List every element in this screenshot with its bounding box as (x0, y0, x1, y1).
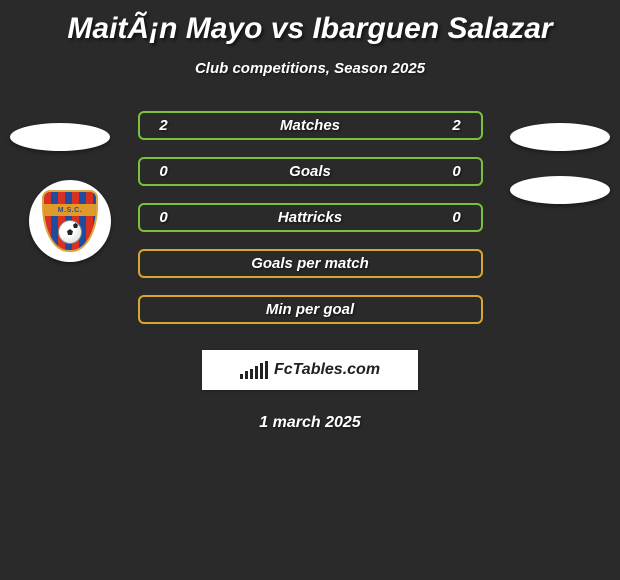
stat-label: Goals (174, 163, 447, 180)
shield-icon: M.S.C. (42, 190, 98, 252)
stat-label: Min per goal (154, 301, 467, 318)
stat-right-value: 2 (447, 117, 467, 134)
player-ellipse-left-1 (10, 123, 110, 151)
stat-left-value: 0 (154, 163, 174, 180)
stat-row-goals: 0 Goals 0 (138, 157, 483, 186)
shield-band-text: M.S.C. (44, 204, 96, 216)
club-badge: M.S.C. (29, 180, 111, 262)
stat-row-min-per-goal: Min per goal (138, 295, 483, 324)
subtitle: Club competitions, Season 2025 (0, 60, 620, 77)
soccer-ball-icon (58, 220, 82, 244)
brand-text: FcTables.com (274, 361, 380, 379)
stat-row-matches: 2 Matches 2 (138, 111, 483, 140)
stats-table: 2 Matches 2 0 Goals 0 0 Hattricks 0 Goal… (138, 111, 483, 324)
brand-logo: FcTables.com (202, 350, 418, 390)
stat-right-value: 0 (447, 163, 467, 180)
page-date: 1 march 2025 (0, 414, 620, 432)
stat-left-value: 0 (154, 209, 174, 226)
stat-label: Matches (174, 117, 447, 134)
stat-left-value: 2 (154, 117, 174, 134)
page-title: MaitÃ¡n Mayo vs Ibarguen Salazar (0, 8, 620, 50)
player-ellipse-right-1 (510, 123, 610, 151)
stat-row-goals-per-match: Goals per match (138, 249, 483, 278)
bar-chart-icon (240, 361, 268, 379)
stat-label: Goals per match (154, 255, 467, 272)
stat-row-hattricks: 0 Hattricks 0 (138, 203, 483, 232)
stat-right-value: 0 (447, 209, 467, 226)
player-ellipse-right-2 (510, 176, 610, 204)
stat-label: Hattricks (174, 209, 447, 226)
